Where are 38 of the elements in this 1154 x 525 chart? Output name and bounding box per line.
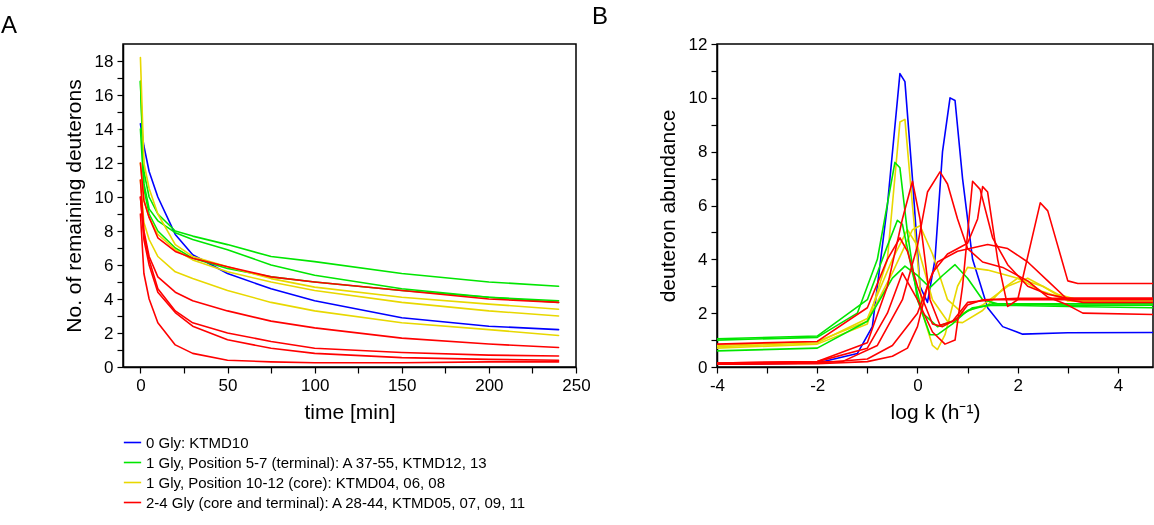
x-tick-label: 2: [1013, 375, 1023, 395]
x-tick-label: 50: [218, 375, 238, 395]
x-tick-label: -2: [810, 375, 826, 395]
y-tick-label: 4: [698, 249, 708, 269]
legend-label: 0 Gly: KTMD10: [146, 433, 249, 451]
y-tick-label: 2: [698, 303, 708, 323]
y-tick-label: 10: [688, 88, 708, 108]
y-tick-label: 18: [94, 51, 114, 71]
chart-title: A: [1, 11, 18, 38]
y-axis-title: No. of remaining deuterons: [61, 79, 85, 333]
x-tick-label: 0: [913, 375, 923, 395]
chart-title: B: [592, 2, 609, 29]
y-tick-label: 0: [698, 357, 708, 377]
y-axis-title: deuteron abundance: [655, 109, 679, 303]
x-tick-label: 250: [562, 375, 591, 395]
y-tick-label: 14: [94, 119, 114, 139]
y-tick-label: 8: [698, 142, 708, 162]
y-tick-label: 2: [104, 323, 114, 343]
y-tick-label: 12: [688, 34, 708, 54]
y-tick-label: 4: [104, 289, 114, 309]
x-axis-title: log k (h⁻¹): [890, 399, 981, 423]
x-tick-label: 4: [1113, 375, 1124, 395]
y-tick-label: 12: [94, 153, 114, 173]
y-tick-label: 10: [94, 187, 114, 207]
y-tick-label: 6: [698, 196, 708, 215]
x-tick-label: 100: [300, 375, 330, 395]
y-tick-label: 8: [104, 221, 114, 241]
x-tick-label: -4: [709, 375, 726, 395]
y-tick-label: 16: [94, 85, 114, 105]
x-tick-label: 150: [388, 375, 417, 395]
x-axis-title: time [min]: [304, 399, 396, 423]
x-tick-label: 200: [475, 375, 504, 395]
y-tick-label: 6: [104, 255, 114, 275]
legend-label: 1 Gly, Position 5-7 (terminal): A 37-55, KTMD12, 13: [146, 453, 487, 471]
x-tick-label: 0: [136, 375, 146, 395]
legend-label: 1 Gly, Position 10-12 (core): KTMD04, 06, 08: [146, 473, 446, 491]
y-tick-label: 0: [104, 357, 114, 377]
legend-label: 2-4 Gly (core and terminal): A 28-44, KTMD05, 07, 09, 11: [146, 493, 526, 511]
